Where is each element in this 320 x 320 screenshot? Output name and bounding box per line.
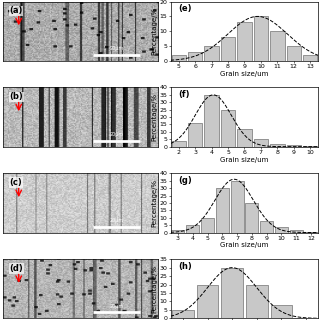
- Text: (a): (a): [9, 6, 23, 15]
- Text: (f): (f): [178, 90, 189, 99]
- Bar: [290, 229, 303, 233]
- Text: (b): (b): [9, 92, 23, 101]
- Bar: [172, 55, 186, 61]
- Text: 20μm: 20μm: [109, 46, 124, 51]
- Y-axis label: Percentage/%: Percentage/%: [152, 93, 158, 141]
- X-axis label: Grain size/um: Grain size/um: [220, 71, 269, 77]
- Y-axis label: Percentage/%: Percentage/%: [152, 265, 158, 313]
- Y-axis label: Percentage/%: Percentage/%: [152, 7, 158, 55]
- Bar: [204, 46, 219, 61]
- Bar: [254, 16, 268, 61]
- Bar: [271, 305, 292, 318]
- Text: (d): (d): [9, 264, 23, 273]
- Bar: [216, 188, 229, 233]
- Bar: [221, 37, 235, 61]
- Bar: [303, 146, 317, 147]
- Bar: [197, 284, 218, 318]
- X-axis label: Grain size/um: Grain size/um: [220, 242, 269, 248]
- Bar: [172, 229, 184, 233]
- Bar: [221, 268, 243, 318]
- Bar: [188, 52, 203, 61]
- Bar: [221, 110, 235, 147]
- Bar: [237, 22, 252, 61]
- X-axis label: Grain size/um: Grain size/um: [220, 156, 269, 163]
- Bar: [270, 144, 284, 147]
- Bar: [172, 310, 194, 318]
- Bar: [204, 95, 219, 147]
- Text: (h): (h): [178, 261, 192, 270]
- Bar: [270, 31, 284, 61]
- Bar: [245, 203, 258, 233]
- Bar: [286, 145, 301, 147]
- Text: 20μm: 20μm: [109, 132, 124, 137]
- Text: (e): (e): [178, 4, 191, 13]
- Bar: [246, 284, 268, 318]
- Bar: [231, 181, 244, 233]
- Bar: [303, 55, 317, 61]
- Bar: [275, 227, 288, 233]
- Bar: [260, 221, 273, 233]
- Bar: [172, 141, 186, 147]
- Text: 20μm: 20μm: [109, 304, 124, 309]
- Bar: [188, 123, 203, 147]
- Bar: [201, 218, 214, 233]
- Bar: [186, 225, 199, 233]
- Bar: [286, 46, 301, 61]
- Text: (c): (c): [9, 178, 22, 187]
- Y-axis label: Percentage/%: Percentage/%: [152, 179, 158, 227]
- Bar: [237, 129, 252, 147]
- Bar: [305, 232, 317, 233]
- Text: (g): (g): [178, 176, 192, 185]
- Bar: [254, 139, 268, 147]
- Text: 20μm: 20μm: [109, 218, 124, 223]
